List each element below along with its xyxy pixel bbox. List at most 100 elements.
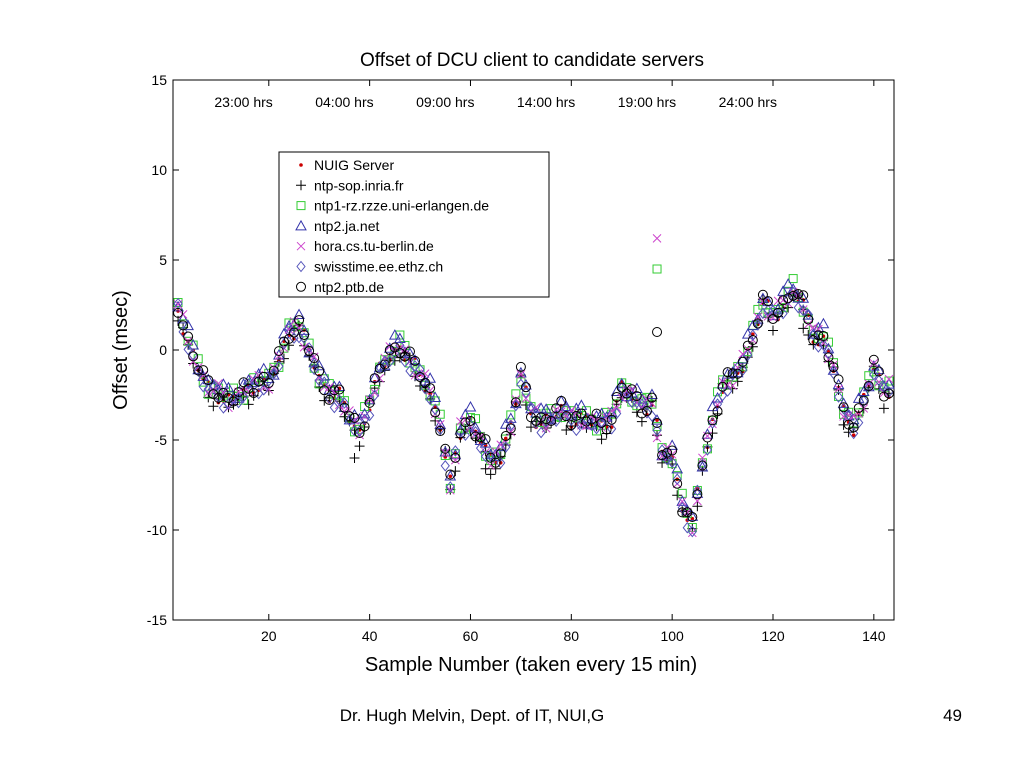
page-number: 49 [943,706,962,725]
data-point [354,441,365,452]
time-annotation: 23:00 hrs [214,94,272,110]
data-point [355,424,365,434]
x-tick-label: 100 [660,628,684,644]
data-point [369,383,380,394]
series-6 [173,288,894,523]
data-point [383,342,396,353]
data-point [752,318,763,329]
legend-label: ntp2.ptb.de [314,279,384,295]
data-point [692,501,703,512]
data-point [581,416,592,427]
data-point [586,414,597,425]
data-point [747,335,758,346]
data-point [359,422,370,433]
data-point [813,330,824,341]
data-point [536,426,546,439]
data-point [687,512,698,523]
data-point [410,355,421,366]
data-point [732,368,743,379]
data-point [677,507,688,518]
data-point [238,390,249,403]
data-point [198,380,208,393]
data-point [793,301,803,314]
data-point [551,403,562,414]
data-point [622,386,632,399]
data-point [763,311,773,321]
data-point [279,338,289,350]
data-point [869,368,879,381]
data-point [278,336,289,347]
time-annotation: 24:00 hrs [719,94,777,110]
data-point [798,304,808,317]
data-point [516,370,526,379]
data-point [409,354,421,365]
y-tick-label: 5 [159,252,167,268]
data-point [233,396,244,409]
data-point [869,367,879,377]
data-point [566,414,576,427]
data-point [647,410,657,422]
time-annotations: 23:00 hrs 04:00 hrs 09:00 hrs 14:00 hrs 19:0… [214,94,777,110]
data-point [646,392,657,403]
data-point [284,322,294,335]
data-point [833,391,844,403]
data-point [450,466,461,477]
y-tick-label: -10 [147,522,167,538]
data-point [873,363,885,375]
data-point [445,469,456,480]
data-point [390,346,400,356]
data-point [777,285,789,296]
data-point [808,328,818,341]
data-point [727,368,738,379]
data-point [671,462,684,474]
data-point [642,406,652,419]
data-point [394,332,406,344]
data-point [848,422,859,433]
data-point [667,445,678,456]
data-point [560,400,573,411]
data-point [278,327,290,339]
data-point [309,353,320,364]
data-point [263,378,274,389]
legend-label: hora.cs.tu-berlin.de [314,238,434,254]
data-point [388,329,401,340]
data-point [561,402,571,415]
data-point [807,328,820,339]
data-point [878,391,889,402]
data-point [783,293,793,306]
data-point [817,317,830,329]
data-point [405,365,415,377]
data-point [753,319,763,331]
data-point [178,326,188,338]
data-point [551,415,561,428]
data-point [803,314,814,325]
data-point [500,430,511,441]
data-point [692,484,703,497]
data-point [672,473,682,485]
data-point [424,372,436,383]
data-point [743,344,753,354]
data-point [193,363,203,372]
data-point [737,356,748,367]
data-point [299,332,309,344]
data-point [379,359,390,370]
data-point [460,417,471,428]
data-point [712,406,723,417]
x-tick-label: 60 [463,628,479,644]
data-point [702,432,713,443]
data-point [778,307,788,320]
data-point [294,315,305,326]
data-point [607,406,617,416]
data-point [370,388,380,398]
y-axis-ticks: -15 -10 -5 0 5 10 15 [147,72,894,628]
data-point [838,403,849,415]
data-point [566,419,577,430]
data-point [566,406,576,415]
data-point [707,415,718,426]
data-point [415,363,425,376]
data-point [354,428,365,439]
data-point [859,404,869,413]
data-point [364,409,375,422]
data-point [375,373,385,383]
